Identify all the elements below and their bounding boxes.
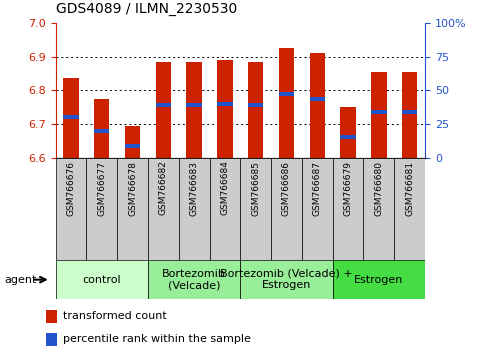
Bar <box>402 72 417 158</box>
Bar <box>240 158 271 260</box>
Text: GSM766676: GSM766676 <box>67 161 75 216</box>
Text: Estrogen: Estrogen <box>354 275 403 285</box>
Bar <box>86 158 117 260</box>
Text: GSM766685: GSM766685 <box>251 161 260 216</box>
Text: percentile rank within the sample: percentile rank within the sample <box>63 335 251 344</box>
Bar <box>341 107 356 158</box>
Bar <box>156 62 171 158</box>
Text: GSM766687: GSM766687 <box>313 161 322 216</box>
Bar <box>63 115 79 119</box>
Text: agent: agent <box>5 275 37 285</box>
Bar <box>94 99 110 158</box>
Bar <box>333 158 364 260</box>
Bar <box>94 129 110 133</box>
Bar <box>186 62 202 158</box>
Bar <box>279 48 294 158</box>
Bar <box>210 158 240 260</box>
Text: GSM766679: GSM766679 <box>343 161 353 216</box>
Bar <box>46 310 57 323</box>
Bar <box>394 158 425 260</box>
Bar <box>179 158 210 260</box>
Bar <box>148 260 241 299</box>
Text: GSM766686: GSM766686 <box>282 161 291 216</box>
Bar <box>56 158 86 260</box>
Text: Bortezomib
(Velcade): Bortezomib (Velcade) <box>162 269 226 291</box>
Bar <box>271 158 302 260</box>
Text: GSM766681: GSM766681 <box>405 161 414 216</box>
Text: GSM766677: GSM766677 <box>97 161 106 216</box>
Bar <box>402 110 417 114</box>
Text: GSM766680: GSM766680 <box>374 161 384 216</box>
Text: GSM766683: GSM766683 <box>190 161 199 216</box>
Bar <box>248 62 263 158</box>
Bar <box>279 92 294 96</box>
Bar <box>240 260 333 299</box>
Bar <box>117 158 148 260</box>
Bar <box>63 79 79 158</box>
Bar <box>217 60 233 158</box>
Bar <box>302 158 333 260</box>
Bar <box>333 260 425 299</box>
Bar <box>341 135 356 139</box>
Bar <box>217 102 233 107</box>
Text: GSM766682: GSM766682 <box>159 161 168 216</box>
Text: GSM766678: GSM766678 <box>128 161 137 216</box>
Bar <box>125 144 140 148</box>
Bar <box>156 103 171 107</box>
Bar <box>371 72 386 158</box>
Text: GSM766684: GSM766684 <box>220 161 229 216</box>
Bar <box>46 333 57 346</box>
Bar <box>310 97 325 101</box>
Bar <box>56 260 148 299</box>
Bar <box>248 103 263 107</box>
Bar <box>310 53 325 158</box>
Bar <box>148 158 179 260</box>
Bar <box>364 158 394 260</box>
Text: Bortezomib (Velcade) +
Estrogen: Bortezomib (Velcade) + Estrogen <box>220 269 353 291</box>
Text: GDS4089 / ILMN_2230530: GDS4089 / ILMN_2230530 <box>56 2 237 16</box>
Text: transformed count: transformed count <box>63 312 167 321</box>
Bar <box>371 110 386 114</box>
Text: control: control <box>83 275 121 285</box>
Bar <box>186 103 202 107</box>
Bar <box>125 126 140 158</box>
